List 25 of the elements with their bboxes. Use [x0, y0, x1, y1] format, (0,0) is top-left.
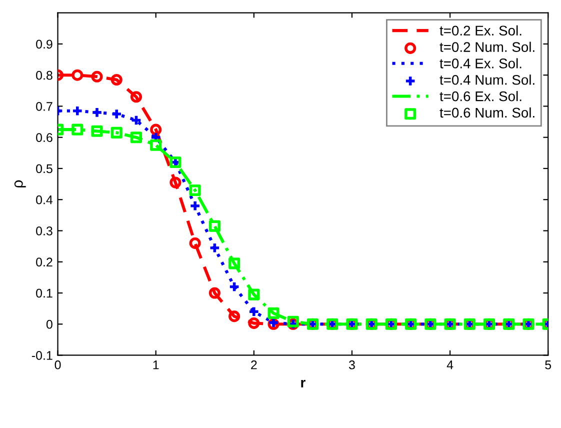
- x-tick-label: 5: [545, 360, 552, 370]
- legend-label: t=0.2 Ex. Sol.: [440, 25, 522, 36]
- legend-label: t=0.6 Ex. Sol.: [440, 91, 522, 102]
- y-tick-label: 0.9: [36, 40, 52, 49]
- x-tick-label: 2: [251, 360, 257, 370]
- x-tick-label: 3: [348, 360, 355, 370]
- y-tick-label: 0.5: [36, 164, 52, 174]
- y-tick-label: -0.1: [32, 351, 52, 360]
- y-tick-label: 0.3: [36, 226, 52, 236]
- legend-label: t=0.4 Ex. Sol.: [440, 58, 522, 68]
- x-tick-label: 0: [54, 360, 61, 370]
- y-tick-label: 0.4: [36, 195, 53, 204]
- y-axis-title: ρ: [14, 180, 26, 188]
- y-tick-label: 0.2: [36, 258, 52, 267]
- legend-label: t=0.4 Num. Sol.: [440, 74, 534, 85]
- legend-label: t=0.6 Num. Sol.: [440, 107, 534, 118]
- y-tick-label: 0: [46, 320, 52, 329]
- y-tick-label: 0.7: [36, 102, 52, 111]
- legend-label: t=0.2 Num. Sol.: [440, 42, 534, 52]
- y-tick-label: 0.8: [36, 70, 52, 80]
- x-tick-label: 4: [446, 360, 454, 370]
- y-tick-label: 0.6: [36, 133, 52, 142]
- y-tick-label: 0.1: [36, 288, 52, 298]
- x-tick-label: 1: [153, 360, 159, 370]
- x-axis-title: r: [301, 380, 306, 388]
